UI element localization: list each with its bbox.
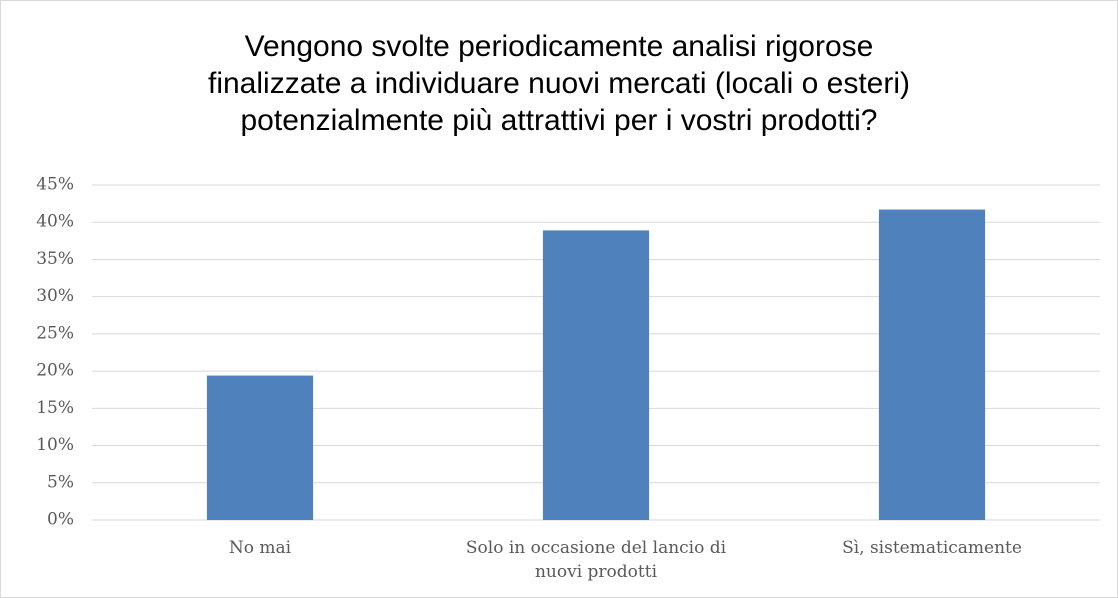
chart-title: potenzialmente più attrattivi per i vost… bbox=[241, 104, 878, 137]
bar bbox=[206, 375, 314, 520]
y-tick-label: 15% bbox=[36, 398, 74, 418]
x-tick-label: Sì, sistematicamente bbox=[842, 538, 1022, 558]
y-tick-label: 35% bbox=[36, 249, 74, 269]
y-tick-label: 25% bbox=[36, 323, 74, 343]
chart-title: Vengono svolte periodicamente analisi ri… bbox=[245, 30, 874, 63]
chart-title: finalizzate a individuare nuovi mercati … bbox=[208, 67, 910, 100]
bar bbox=[542, 230, 650, 520]
y-tick-label: 20% bbox=[36, 361, 74, 381]
x-tick-label: Solo in occasione del lancio di nuovi pr… bbox=[465, 538, 727, 582]
y-tick-label: 40% bbox=[36, 212, 74, 232]
y-tick-label: 30% bbox=[36, 286, 74, 306]
bar bbox=[878, 209, 986, 521]
y-tick-label: 10% bbox=[36, 435, 74, 455]
y-tick-label: 0% bbox=[47, 510, 74, 530]
x-tick-label: No mai bbox=[228, 538, 292, 558]
y-tick-label: 45% bbox=[36, 175, 74, 195]
y-tick-label: 5% bbox=[47, 472, 74, 492]
